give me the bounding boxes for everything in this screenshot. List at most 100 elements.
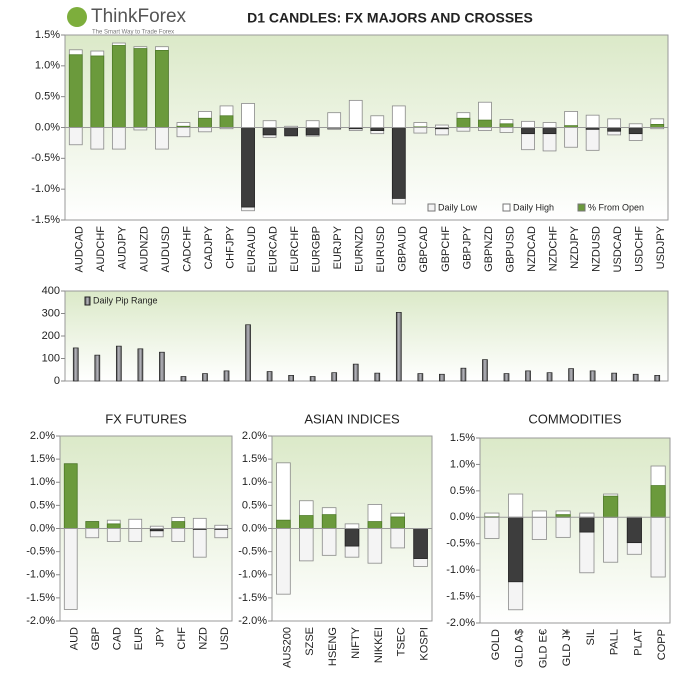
- candle-range: [305, 120, 320, 128]
- y-tick-label: -2.0%: [26, 615, 55, 627]
- y-tick-label: 0.5%: [242, 499, 267, 511]
- candle-range: [241, 103, 255, 128]
- x-tick-label: EURCHF: [289, 226, 301, 272]
- candle-range: [564, 111, 578, 128]
- candle-range: [367, 528, 383, 564]
- y-tick-label: 200: [42, 330, 60, 342]
- candle-body: [650, 485, 666, 518]
- x-tick-label: GBPAUD: [397, 226, 409, 272]
- bar: [589, 370, 596, 382]
- x-tick-label: USDCHF: [634, 226, 646, 272]
- y-tick-label: 1.0%: [450, 458, 475, 470]
- chart-title: FX FUTURES: [105, 411, 187, 426]
- bar: [288, 375, 294, 382]
- candle-range: [90, 127, 105, 150]
- candle-body: [68, 54, 83, 128]
- candle-body: [299, 515, 314, 529]
- bar: [417, 373, 424, 382]
- legend-swatch: [427, 203, 436, 212]
- candle-range: [521, 120, 535, 128]
- candle-range: [542, 122, 557, 128]
- x-tick-label: GBPUSD: [504, 226, 516, 273]
- candle-range: [192, 528, 207, 558]
- bar: [159, 351, 165, 382]
- bar: [482, 359, 488, 382]
- candle-range: [111, 127, 126, 150]
- bar: [180, 376, 187, 382]
- x-tick-label: SZSE: [304, 627, 316, 656]
- candle-range: [128, 528, 143, 542]
- candle-body: [607, 127, 622, 132]
- y-tick-label: -1.0%: [238, 569, 267, 581]
- x-tick-label: JPY: [155, 626, 167, 647]
- y-tick-label: 0.0%: [242, 522, 267, 534]
- candle-range: [484, 516, 500, 539]
- candle-body: [367, 521, 383, 529]
- candle-body: [284, 127, 298, 136]
- bar: [611, 372, 618, 382]
- candle-body: [63, 463, 78, 529]
- candle-body: [155, 50, 169, 128]
- x-tick-label: GLD J¥: [561, 628, 573, 666]
- x-tick-label: EURNZD: [354, 226, 366, 272]
- x-tick-label: CADJPY: [203, 225, 215, 269]
- x-tick-label: USDJPY: [655, 225, 667, 269]
- x-tick-label: AUDUSD: [160, 226, 172, 273]
- candle-range: [564, 127, 578, 148]
- bar: [115, 345, 122, 382]
- candle-range: [299, 528, 314, 562]
- bar: [94, 354, 101, 382]
- candle-body: [111, 45, 126, 128]
- x-tick-label: GLD A$: [514, 629, 526, 668]
- x-tick-label: CHFJPY: [224, 225, 236, 268]
- bar: [331, 372, 338, 382]
- x-tick-label: USD: [219, 627, 231, 650]
- candle-range: [650, 516, 666, 578]
- x-tick-label: NZDCAD: [526, 226, 538, 272]
- legend-label: Daily High: [513, 202, 554, 212]
- x-tick-label: EURAUD: [246, 226, 258, 273]
- bar: [223, 370, 230, 382]
- candle-body: [628, 127, 643, 135]
- candle-range: [391, 105, 406, 128]
- x-tick-label: AUD: [69, 627, 81, 650]
- x-tick-label: AUDJPY: [117, 225, 129, 269]
- x-tick-label: TSEC: [396, 627, 408, 656]
- bar: [568, 368, 574, 382]
- candle-range: [390, 528, 405, 549]
- y-tick-label: 1.5%: [450, 432, 475, 444]
- candle-range: [327, 112, 342, 128]
- x-tick-label: CADCHF: [181, 226, 193, 272]
- candle-range: [85, 528, 100, 539]
- x-tick-label: NZDJPY: [569, 225, 581, 268]
- y-tick-label: 1.5%: [242, 453, 267, 465]
- candle-range: [68, 127, 83, 146]
- x-tick-label: EUR: [133, 627, 145, 650]
- candle-range: [603, 516, 619, 563]
- logo-icon: [67, 7, 87, 27]
- bar: [309, 376, 316, 382]
- x-tick-label: GOLD: [490, 629, 502, 660]
- x-tick-label: HSENG: [327, 627, 339, 666]
- x-tick-label: EURJPY: [332, 225, 344, 269]
- candle-body: [344, 528, 360, 547]
- candle-body: [321, 514, 337, 529]
- bar: [460, 367, 467, 382]
- candle-range: [579, 512, 595, 518]
- candle-body: [85, 521, 100, 529]
- candle-range: [276, 528, 291, 595]
- x-tick-label: NZDCHF: [547, 226, 559, 271]
- bar: [374, 372, 381, 382]
- x-tick-label: AUDCAD: [74, 226, 86, 273]
- y-tick-label: -1.5%: [446, 590, 475, 602]
- candle-body: [579, 516, 595, 533]
- candle-range: [531, 516, 547, 540]
- candle-body: [390, 516, 405, 529]
- y-tick-label: -1.5%: [238, 592, 267, 604]
- candle-range: [508, 493, 524, 518]
- y-tick-label: 0.5%: [450, 485, 475, 497]
- candle-range: [585, 127, 600, 151]
- legend-swatch: [502, 203, 511, 212]
- y-tick-label: -1.0%: [31, 183, 60, 195]
- candle-body: [219, 115, 234, 128]
